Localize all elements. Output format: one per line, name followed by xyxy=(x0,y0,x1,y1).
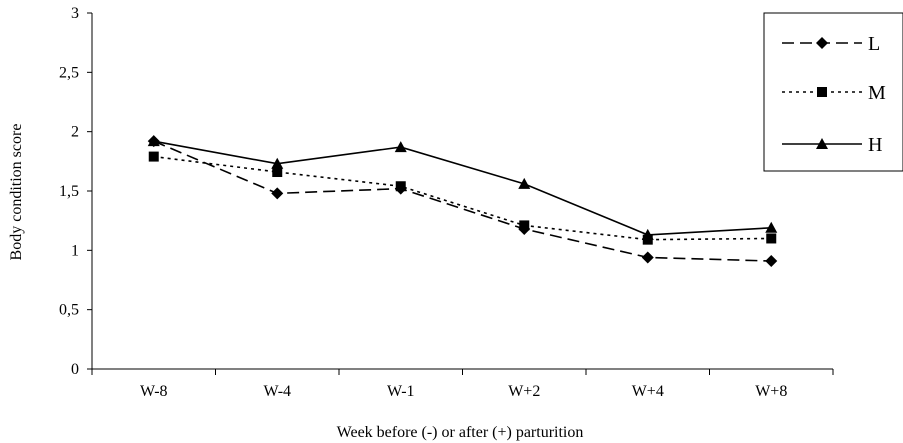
data-point-l xyxy=(271,187,284,200)
y-axis-ticks: 0 0,5 1 1,5 2 2,5 3 xyxy=(59,5,92,378)
y-tick-label: 0 xyxy=(71,361,79,378)
legend-item-l: L xyxy=(782,33,880,55)
legend-marker xyxy=(817,87,827,97)
legend: L M H xyxy=(763,12,903,172)
x-tick-label: W-1 xyxy=(387,383,415,400)
y-tick-label: 2 xyxy=(71,124,79,141)
x-tick-label: W-8 xyxy=(140,383,168,400)
series-line-l xyxy=(153,140,772,262)
data-point-l xyxy=(765,255,778,268)
data-point-h xyxy=(394,141,407,153)
data-point-m xyxy=(519,220,530,231)
data-point-h xyxy=(518,177,531,189)
data-point-m xyxy=(395,181,406,192)
x-tick-label: W+8 xyxy=(755,383,787,400)
x-tick-label: W-4 xyxy=(263,383,291,400)
data-point-l xyxy=(641,251,654,264)
series-l xyxy=(147,135,778,268)
data-point-m xyxy=(766,233,777,244)
legend-marker xyxy=(816,138,828,149)
y-tick-label: 1 xyxy=(71,242,79,259)
series-layer xyxy=(147,135,778,268)
legend-label: M xyxy=(868,82,886,104)
series-line-m xyxy=(153,155,772,241)
y-axis-title: Body condition score xyxy=(8,124,25,261)
x-axis-title: Week before (-) or after (+) parturition xyxy=(337,424,584,441)
y-tick-label: 3 xyxy=(71,5,79,22)
data-point-h xyxy=(765,221,778,233)
y-tick-label: 0,5 xyxy=(59,302,79,319)
x-tick-label: W+4 xyxy=(632,383,664,400)
x-tick-label: W+2 xyxy=(508,383,540,400)
series-line-h xyxy=(153,140,772,236)
data-point-m xyxy=(272,167,283,178)
data-point-m xyxy=(148,151,159,162)
y-tick-label: 1,5 xyxy=(59,183,79,200)
legend-item-m: M xyxy=(782,82,886,104)
y-tick-label: 2,5 xyxy=(59,64,79,81)
legend-label: L xyxy=(868,33,880,55)
axes xyxy=(91,13,833,370)
data-point-h xyxy=(641,228,654,240)
x-axis-ticks: W-8 W-4 W-1 W+2 W+4 W+8 xyxy=(91,369,834,400)
data-point-h xyxy=(271,157,284,169)
series-h xyxy=(147,135,778,240)
legend-marker xyxy=(816,37,828,49)
legend-label: H xyxy=(868,134,882,156)
legend-item-h: H xyxy=(782,134,882,156)
data-point-h xyxy=(147,135,160,147)
